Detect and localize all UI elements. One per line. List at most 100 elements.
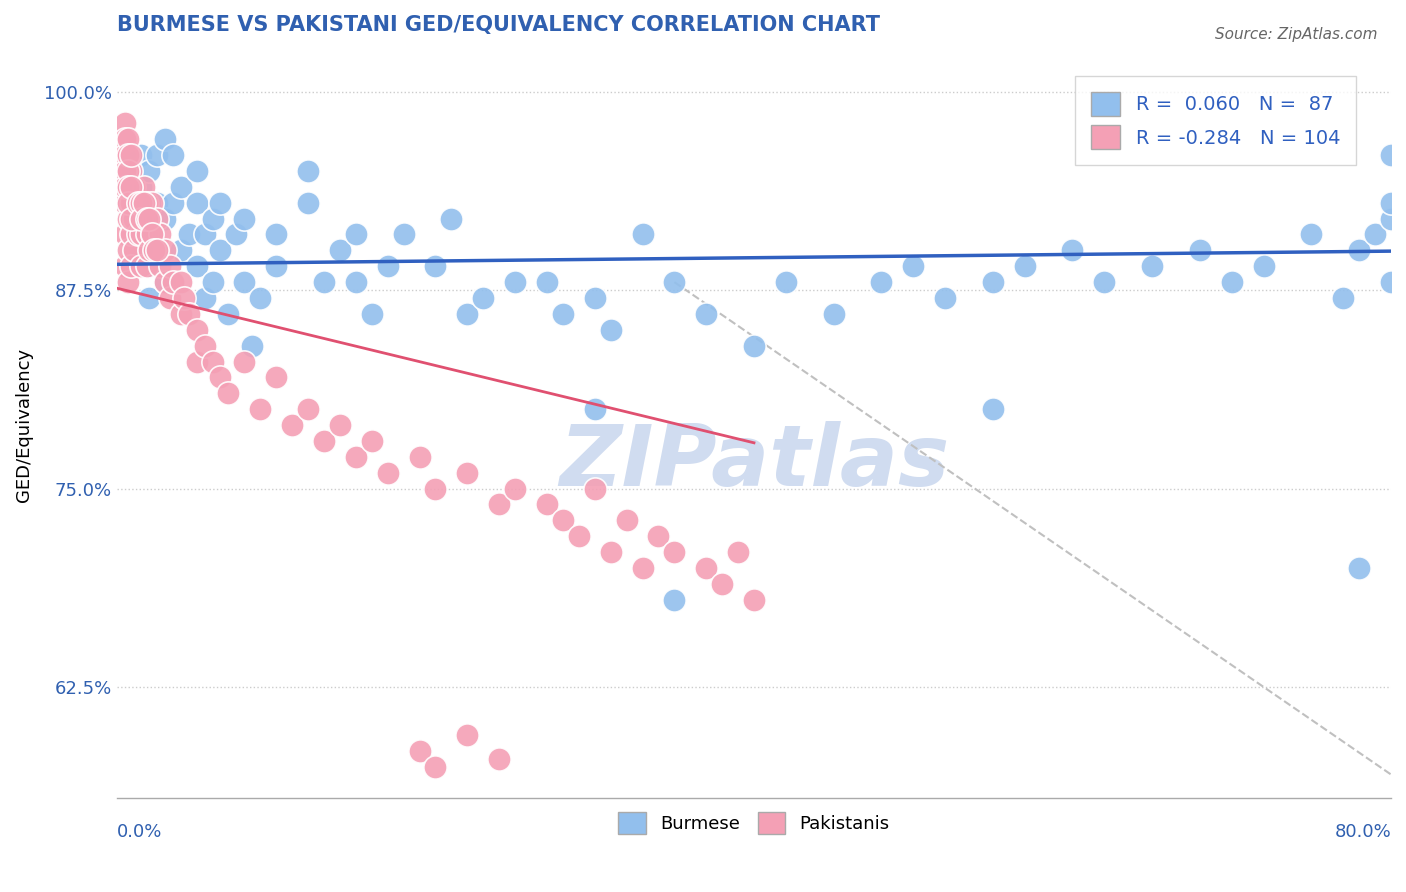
Point xyxy=(1379,195,1402,210)
Point xyxy=(1092,275,1115,289)
Point xyxy=(488,498,510,512)
Point xyxy=(551,513,574,527)
Point xyxy=(1220,275,1243,289)
Point xyxy=(146,244,169,258)
Point xyxy=(264,259,287,273)
Point xyxy=(129,244,152,258)
Point xyxy=(536,275,558,289)
Point xyxy=(159,291,181,305)
Point xyxy=(551,307,574,321)
Point xyxy=(132,179,155,194)
Point xyxy=(1379,148,1402,162)
Point xyxy=(153,244,176,258)
Point xyxy=(209,370,232,384)
Point xyxy=(377,466,399,480)
Point xyxy=(170,307,193,321)
Point xyxy=(141,195,163,210)
Point xyxy=(141,227,163,242)
Point xyxy=(117,195,139,210)
Point xyxy=(503,482,526,496)
Text: BURMESE VS PAKISTANI GED/EQUIVALENCY CORRELATION CHART: BURMESE VS PAKISTANI GED/EQUIVALENCY COR… xyxy=(117,15,880,35)
Point xyxy=(117,164,139,178)
Point xyxy=(173,291,195,305)
Point xyxy=(631,561,654,575)
Text: ZIPatlas: ZIPatlas xyxy=(558,421,949,504)
Point xyxy=(138,164,160,178)
Point xyxy=(153,211,176,226)
Point xyxy=(117,211,139,226)
Point xyxy=(129,179,152,194)
Point xyxy=(146,244,169,258)
Point xyxy=(114,227,136,242)
Point xyxy=(138,244,160,258)
Point xyxy=(297,164,319,178)
Point xyxy=(425,259,447,273)
Point xyxy=(377,259,399,273)
Point xyxy=(114,164,136,178)
Point xyxy=(193,339,215,353)
Point xyxy=(122,227,145,242)
Point xyxy=(186,164,208,178)
Point xyxy=(120,164,142,178)
Point xyxy=(775,275,797,289)
Point xyxy=(201,354,224,368)
Point xyxy=(117,132,139,146)
Point xyxy=(170,275,193,289)
Point xyxy=(114,148,136,162)
Point xyxy=(647,529,669,543)
Point xyxy=(742,339,765,353)
Point xyxy=(456,307,478,321)
Point xyxy=(312,434,335,448)
Point xyxy=(129,259,152,273)
Point xyxy=(1301,227,1323,242)
Point xyxy=(120,195,142,210)
Point xyxy=(186,323,208,337)
Point xyxy=(120,259,142,273)
Point xyxy=(536,498,558,512)
Point xyxy=(138,291,160,305)
Point xyxy=(127,195,149,210)
Text: 0.0%: 0.0% xyxy=(117,823,162,841)
Point xyxy=(344,275,367,289)
Point xyxy=(711,577,734,591)
Point xyxy=(249,291,271,305)
Point xyxy=(149,227,172,242)
Point xyxy=(193,227,215,242)
Point xyxy=(360,434,382,448)
Point xyxy=(1062,244,1084,258)
Point xyxy=(456,728,478,742)
Point xyxy=(122,164,145,178)
Point xyxy=(664,545,686,559)
Legend: Burmese, Pakistanis: Burmese, Pakistanis xyxy=(612,805,897,841)
Point xyxy=(177,307,200,321)
Point xyxy=(217,307,239,321)
Point xyxy=(503,275,526,289)
Point xyxy=(114,132,136,146)
Point xyxy=(117,179,139,194)
Point xyxy=(117,148,139,162)
Point xyxy=(1253,259,1275,273)
Point xyxy=(132,211,155,226)
Point xyxy=(124,211,146,226)
Point xyxy=(201,211,224,226)
Point xyxy=(122,211,145,226)
Point xyxy=(249,402,271,417)
Point xyxy=(408,744,430,758)
Point xyxy=(120,148,142,162)
Point xyxy=(129,195,152,210)
Point xyxy=(146,148,169,162)
Point xyxy=(149,259,172,273)
Point xyxy=(117,244,139,258)
Point xyxy=(129,148,152,162)
Text: Source: ZipAtlas.com: Source: ZipAtlas.com xyxy=(1215,27,1378,42)
Point xyxy=(141,227,163,242)
Point xyxy=(440,211,463,226)
Point xyxy=(616,513,638,527)
Point xyxy=(329,244,352,258)
Point xyxy=(583,291,606,305)
Point xyxy=(142,244,165,258)
Point xyxy=(297,402,319,417)
Point xyxy=(120,227,142,242)
Point xyxy=(129,211,152,226)
Point xyxy=(159,259,181,273)
